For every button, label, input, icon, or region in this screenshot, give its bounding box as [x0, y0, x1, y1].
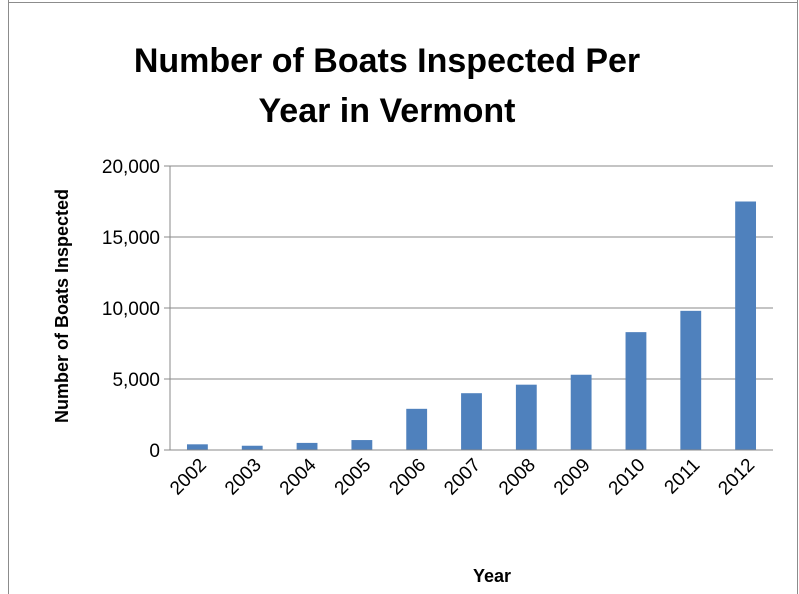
x-tick-label: 2007	[440, 455, 485, 500]
chart-title-line-1: Number of Boats Inspected Per	[134, 42, 640, 80]
x-tick-label: 2011	[661, 455, 705, 499]
bar-2006	[406, 408, 428, 450]
gridlines	[164, 165, 773, 380]
bar-2002	[186, 444, 208, 450]
bar-2008	[515, 384, 537, 450]
x-tick-label: 2004	[276, 454, 321, 499]
x-tick-label: 2006	[385, 455, 430, 500]
bar-2010	[625, 332, 647, 450]
x-tick-label: 2002	[166, 455, 211, 500]
x-axis-label: Year	[473, 566, 511, 586]
y-tick-label: 0	[149, 441, 160, 462]
y-tick-label: 5,000	[112, 370, 160, 391]
x-tick-label: 2005	[331, 455, 376, 500]
bar-2009	[570, 374, 592, 450]
x-tick-label: 2009	[550, 455, 595, 500]
y-tick-labels: 0 5,000 10,000 15,000 20,000	[102, 157, 160, 462]
y-tick-label: 10,000	[102, 299, 160, 320]
x-tick-label: 2003	[221, 455, 266, 500]
bar-2005	[351, 440, 373, 450]
frame-left-border	[8, 0, 9, 594]
axes	[164, 166, 773, 451]
frame-right-border	[797, 0, 798, 594]
x-tick-label: 2008	[495, 455, 540, 500]
x-tick-labels: 2002 2003 2004 2005 2006 2007 2008 2009 2010 2011…	[166, 454, 759, 499]
bar-2012	[735, 201, 757, 450]
bar-2003	[241, 445, 263, 450]
x-tick-label: 2012	[714, 455, 759, 500]
chart-title-line-2: Year in Vermont	[259, 92, 516, 130]
y-tick-label: 20,000	[102, 157, 160, 178]
y-axis-label: Number of Boats Inspected	[52, 189, 72, 423]
bar-2004	[296, 442, 318, 450]
y-tick-label: 15,000	[102, 228, 160, 249]
x-tick-label: 2010	[605, 455, 650, 500]
bars	[186, 201, 757, 450]
frame-top-border	[8, 2, 798, 3]
bar-2007	[461, 393, 482, 450]
bar-2011	[680, 310, 702, 450]
